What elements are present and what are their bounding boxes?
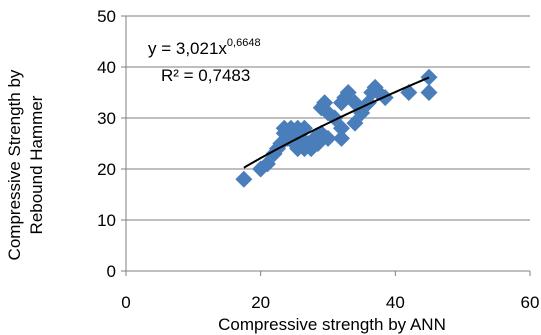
trend-equation: y = 3,021x0,6648 — [148, 37, 261, 58]
trend-line — [243, 76, 430, 169]
data-point — [319, 129, 337, 147]
r-squared-label: R² = 0,7483 — [161, 66, 250, 85]
tick-labels: 0 10 20 30 40 50 0 20 40 60 — [97, 7, 539, 312]
equation-base: y = 3,021x — [148, 39, 227, 58]
x-tick-label: 20 — [251, 293, 270, 312]
data-point — [420, 84, 438, 101]
y-tick-label: 40 — [97, 58, 116, 77]
x-axis-label: Compressive strength by ANN — [218, 315, 446, 334]
data-point — [332, 129, 350, 147]
y-axis-label-line-2: Rebound Hammer — [27, 95, 46, 234]
x-tick-label: 0 — [121, 293, 130, 312]
x-tick-label: 60 — [521, 293, 540, 312]
y-tick-label: 10 — [97, 211, 116, 230]
data-point — [332, 119, 350, 137]
y-axis-label-line-1: Compressive Strength by — [5, 69, 24, 260]
axes — [121, 15, 531, 276]
data-point — [420, 68, 438, 86]
x-tick-label: 40 — [386, 293, 405, 312]
data-point — [235, 170, 253, 188]
y-tick-label: 30 — [97, 109, 116, 128]
equation-exponent: 0,6648 — [227, 37, 261, 49]
y-tick-label: 0 — [107, 262, 116, 281]
y-tick-label: 20 — [97, 160, 116, 179]
y-axis-label: Compressive Strength by Rebound Hammer — [5, 69, 46, 260]
y-tick-label: 50 — [97, 7, 116, 26]
